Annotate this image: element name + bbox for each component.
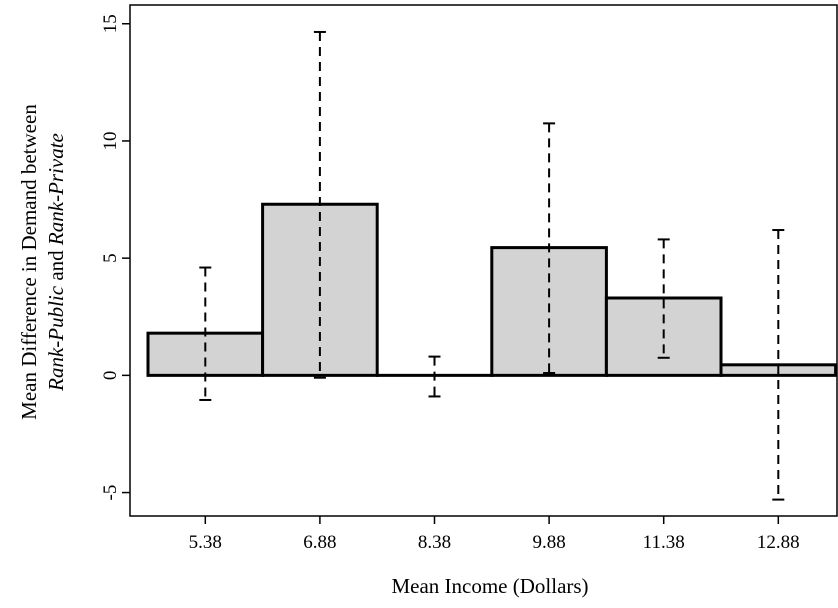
y-axis-title: Mean Difference in Demand between (17, 104, 41, 420)
y-tick-label: 5 (100, 253, 121, 263)
y-tick-label: 10 (100, 131, 121, 150)
x-tick-label: 11.38 (643, 532, 685, 553)
x-axis: 5.38 6.88 8.38 9.88 11.38 12.88 (189, 516, 800, 553)
x-axis-title: Mean Income (Dollars) (391, 574, 588, 598)
y-axis-title-line2: Rank-Public and Rank-Private (44, 133, 68, 392)
y-axis-title-term-private: Rank-Private (44, 133, 68, 246)
plot-frame (129, 4, 838, 517)
x-tick-label: 5.38 (189, 532, 222, 553)
error-bars (199, 30, 785, 501)
x-tick-label: 9.88 (532, 532, 565, 553)
x-tick-label: 8.38 (418, 532, 451, 553)
y-tick-label: 0 (100, 371, 121, 381)
x-tick-label: 6.88 (303, 532, 336, 553)
bars (146, 202, 838, 377)
y-axis-title-conjunction: and (44, 245, 68, 286)
y-axis: -5 0 5 10 15 (100, 14, 130, 500)
x-tick-label: 12.88 (757, 532, 800, 553)
plot-area (129, 4, 838, 517)
y-tick-label: -5 (100, 485, 121, 501)
y-tick-label: 15 (100, 14, 121, 33)
bar-5.38 (146, 331, 265, 377)
y-axis-title-term-public: Rank-Public (44, 285, 68, 392)
